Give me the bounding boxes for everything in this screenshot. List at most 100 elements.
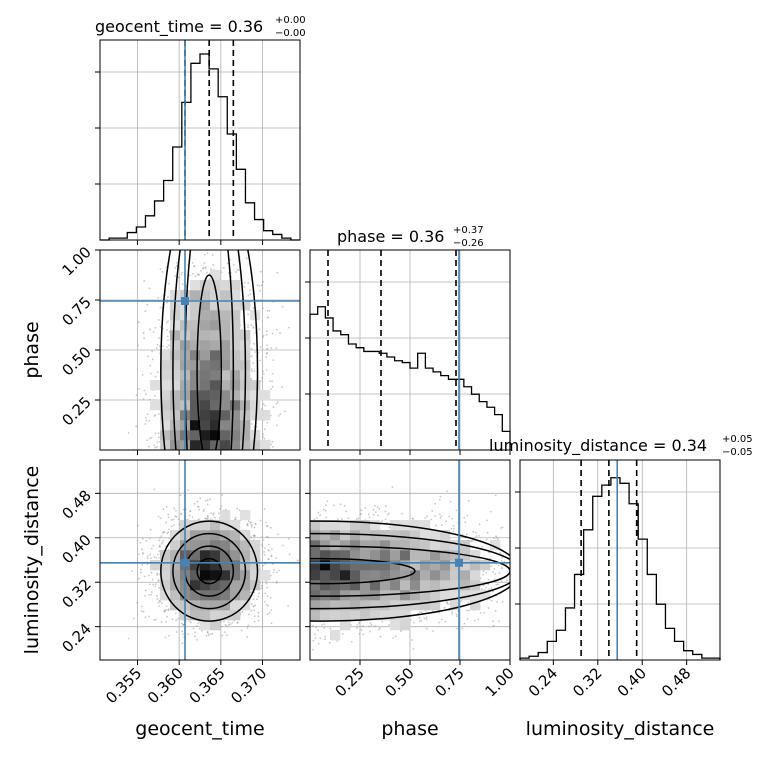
- panel-phase-vs-geocent-time-sample-1688: [142, 332, 145, 334]
- panel-phase-vs-geocent-time-sample-386: [175, 264, 178, 267]
- panel-phase-vs-geocent-time-ytick-label-2: 0.75: [58, 293, 94, 329]
- panel-phase-vs-geocent-time-density-11-3: [210, 410, 221, 421]
- panel-phase-vs-geocent-time-sample-3231: [275, 402, 278, 405]
- panel-luminosity-distance-vs-geocent-time-sample-272: [236, 507, 239, 510]
- panel-phase-vs-geocent-time-density-12-4: [220, 400, 231, 411]
- panel-phase-vs-geocent-time-density-13-11: [230, 330, 241, 341]
- panel-phase-vs-geocent-time-sample-1713: [206, 252, 209, 255]
- panel-luminosity-distance-vs-geocent-time-sample-1184: [199, 497, 202, 500]
- panel-phase-vs-geocent-time-density-9-9: [190, 350, 201, 361]
- panel-phase-vs-geocent-time-sample-1802: [259, 359, 261, 362]
- panel-phase-vs-geocent-time-sample-1789: [148, 437, 151, 440]
- phase-hist-bars: [309, 306, 511, 450]
- panel-phase-vs-geocent-time-sample-1476: [156, 371, 159, 374]
- panel-phase-vs-geocent-time-density-15-3: [250, 410, 261, 421]
- panel-phase-vs-geocent-time-contour-3: [160, 250, 259, 450]
- panel-phase-vs-geocent-time-sample-749: [250, 324, 253, 326]
- panel-phase-vs-geocent-time-density-13-13: [230, 310, 241, 321]
- panel-luminosity-distance-vs-geocent-time-sample-589: [253, 609, 256, 612]
- panel-phase-vs-geocent-time-sample-1712: [145, 416, 147, 419]
- panel-phase-vs-geocent-time-sample-1421: [156, 343, 159, 346]
- panel-phase-vs-geocent-time-sample-583: [151, 350, 154, 353]
- panel-phase-vs-geocent-time-ytick-label-3: 1.00: [58, 243, 94, 279]
- panel-phase-vs-geocent-time-sample-2388: [268, 310, 271, 312]
- panel-phase-vs-geocent-time-density-12-6: [220, 380, 231, 391]
- panel-phase-vs-geocent-time-density-10-2: [200, 420, 211, 431]
- panel-phase-vs-geocent-time-density-11-15: [210, 290, 221, 301]
- panel-phase-vs-geocent-time-sample-2092: [149, 364, 152, 367]
- panel-phase-vs-geocent-time-sample-2323: [188, 274, 191, 277]
- panel-phase-vs-geocent-time-sample-3048: [148, 287, 151, 290]
- panel-luminosity-distance-vs-geocent-time-sample-898: [221, 493, 223, 496]
- panel-phase-vs-geocent-time-density-14-1: [240, 430, 251, 441]
- panel-phase-vs-geocent-time-density-10-13: [200, 310, 211, 321]
- panel-phase-vs-geocent-time-sample-2870: [271, 385, 274, 388]
- panel-geocent-time-hist: [95, 39, 301, 245]
- panel-phase-vs-geocent-time-sample-1028: [144, 423, 146, 425]
- panel-phase-vs-geocent-time-sample-1159: [271, 440, 274, 443]
- panel-phase-vs-geocent-time-sample-325: [266, 344, 268, 347]
- panel-phase-vs-geocent-time-sample-1689: [166, 301, 169, 304]
- panel-phase-vs-geocent-time-density-13-9: [230, 350, 241, 361]
- panel-phase-vs-geocent-time-sample-2017: [166, 335, 169, 338]
- panel-phase-vs-geocent-time-density-15-5: [250, 390, 261, 401]
- panel-luminosity-distance-vs-geocent-time-sample-1160: [192, 627, 195, 630]
- panel-phase-vs-geocent-time-density-10-14: [200, 300, 211, 311]
- panel-phase-vs-geocent-time-sample-3291: [161, 271, 164, 273]
- panel-phase-vs-geocent-time-sample-899: [175, 261, 178, 264]
- panel-phase-vs-geocent-time-density-11-6: [210, 380, 221, 391]
- panel-phase-vs-geocent-time-sample-1969: [137, 321, 140, 324]
- panel-phase-vs-geocent-time-sample-2850: [148, 328, 151, 331]
- panel-luminosity-distance-vs-geocent-time-sample-64: [170, 519, 173, 521]
- panel-phase-vs-geocent-time-density-13-0: [230, 440, 241, 450]
- panel-phase-vs-geocent-time-density-10-10: [200, 340, 211, 351]
- panel-luminosity-distance-vs-geocent-time-sample-131: [173, 524, 175, 527]
- panel-luminosity-distance-vs-geocent-time-sample-720: [234, 516, 237, 519]
- panel-phase-vs-geocent-time-density-10-11: [200, 330, 211, 341]
- panel-phase-vs-geocent-time-sample-2519: [155, 347, 158, 349]
- panel-luminosity-distance-vs-geocent-time-sample-142: [264, 592, 267, 595]
- panel-phase-vs-geocent-time-contour-2: [172, 250, 247, 450]
- panel-phase-vs-geocent-time-sample-409: [138, 388, 140, 390]
- panel-luminosity-distance-vs-geocent-time-sample-16: [141, 548, 144, 551]
- panel-phase-vs-geocent-time-sample-1990: [210, 268, 213, 271]
- panel-luminosity-distance-vs-geocent-time-sample-734: [276, 533, 279, 536]
- panel-phase-vs-geocent-time-density-7-5: [170, 390, 181, 401]
- panel-phase-vs-geocent-time-density-7-10: [170, 340, 181, 351]
- panel-phase-vs-geocent-time-density-12-13: [220, 310, 231, 321]
- panel-phase-vs-geocent-time-sample-2441: [142, 398, 145, 400]
- panel-phase-vs-geocent-time-density-6-9: [160, 350, 171, 361]
- panel-phase-vs-geocent-time-sample-959: [266, 421, 269, 424]
- panel-phase-vs-geocent-time-density-9-5: [190, 390, 201, 401]
- panel-phase-vs-geocent-time-sample-1812: [253, 342, 255, 345]
- panel-phase-vs-geocent-time-sample-2367: [262, 336, 264, 339]
- panel-phase-vs-geocent-time-density-13-8: [230, 360, 241, 371]
- panel-phase-vs-geocent-time-sample-477: [266, 309, 269, 312]
- panel-phase-vs-geocent-time-sample-2112: [269, 414, 272, 417]
- panel-luminosity-distance-vs-geocent-time-sample-1176: [142, 551, 144, 554]
- panel-phase-vs-geocent-time-density-9-12: [190, 320, 201, 331]
- panel-phase-vs-geocent-time-density-13-1: [230, 430, 241, 441]
- panel-phase-vs-geocent-time-density-9-15: [190, 290, 201, 301]
- panel-phase-vs-geocent-time-sample-1352: [281, 305, 284, 308]
- panel-phase-vs-geocent-time-sample-2627: [158, 319, 160, 321]
- panel-phase-vs-geocent-time-density-12-2: [220, 420, 231, 431]
- panel-phase-vs-geocent-time-sample-2594: [167, 296, 169, 298]
- panel-phase-vs-geocent-time-density-13-12: [230, 320, 241, 331]
- panel-luminosity-distance-vs-geocent-time-sample-952: [267, 605, 270, 607]
- panel-phase-vs-geocent-time-density-5-6: [150, 380, 161, 391]
- panel-phase-vs-geocent-time-sample-1341: [156, 441, 159, 444]
- panel-phase-vs-geocent-time-sample-1131: [269, 380, 271, 383]
- panel-luminosity-distance-vs-geocent-time-sample-439: [167, 516, 170, 519]
- panel-luminosity-distance-vs-geocent-time-sample-408: [145, 539, 148, 542]
- panel-phase-vs-geocent-time-sample-2507: [265, 369, 268, 371]
- panel-phase-vs-geocent-time-sample-2661: [181, 283, 184, 286]
- panel-phase-vs-geocent-time-sample-3379: [174, 275, 177, 277]
- panel-phase-vs-geocent-time-sample-3126: [154, 414, 156, 416]
- panel-phase-vs-geocent-time-sample-762: [147, 355, 149, 358]
- panel-luminosity-distance-vs-geocent-time-sample-1052: [265, 582, 268, 585]
- panel-phase-vs-geocent-time-sample-1579: [137, 344, 140, 347]
- panel-phase-vs-geocent-time-sample-2620: [247, 313, 250, 316]
- panel-luminosity-distance-vs-geocent-time-sample-1134: [150, 557, 153, 560]
- panel-phase-vs-geocent-time-sample-1663: [202, 266, 205, 269]
